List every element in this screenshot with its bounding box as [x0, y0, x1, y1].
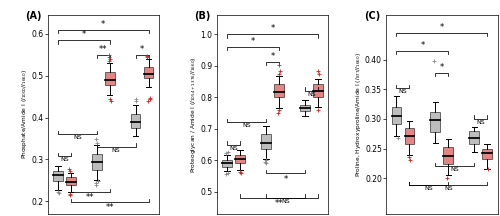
Bar: [144, 67, 154, 78]
Text: NS: NS: [398, 89, 407, 94]
Text: (B): (B): [194, 11, 211, 21]
Bar: [274, 84, 284, 97]
Bar: [300, 105, 310, 111]
Text: NS: NS: [73, 135, 82, 140]
Bar: [92, 154, 102, 170]
Y-axis label: Proline, Hydroxyproline/Amide I ($I_{877}/I_{1660}$): Proline, Hydroxyproline/Amide I ($I_{877…: [354, 52, 363, 177]
Text: NS: NS: [444, 186, 452, 191]
Text: NS: NS: [307, 92, 316, 97]
Text: **: **: [106, 203, 114, 212]
Bar: [261, 134, 271, 149]
Bar: [130, 114, 140, 128]
Bar: [392, 107, 402, 124]
Text: NS: NS: [230, 146, 238, 151]
Text: NS: NS: [112, 148, 120, 153]
Text: *: *: [440, 63, 444, 71]
Text: *: *: [420, 41, 424, 50]
Text: *: *: [140, 45, 144, 54]
Bar: [404, 128, 414, 144]
Bar: [236, 154, 245, 163]
Text: *: *: [82, 30, 86, 39]
Text: *: *: [284, 175, 288, 184]
Text: **: **: [86, 193, 94, 202]
Text: NS: NS: [60, 157, 68, 162]
Bar: [105, 71, 115, 85]
Text: *: *: [270, 52, 274, 61]
Text: NS: NS: [476, 120, 485, 125]
Bar: [470, 131, 479, 144]
Text: (A): (A): [25, 11, 42, 21]
Text: *: *: [101, 20, 105, 29]
Bar: [430, 112, 440, 132]
Bar: [313, 84, 322, 97]
Text: NS: NS: [450, 167, 459, 172]
Bar: [482, 149, 492, 159]
Bar: [444, 147, 453, 164]
Text: *: *: [270, 24, 274, 33]
Text: **: **: [99, 45, 108, 54]
Bar: [222, 160, 232, 167]
Text: **: **: [274, 199, 283, 208]
Text: NS: NS: [281, 199, 290, 204]
Text: *: *: [440, 23, 444, 32]
Y-axis label: Phosphate/Amide I ($I_{1000}/I_{1660}$): Phosphate/Amide I ($I_{1000}/I_{1660}$): [20, 70, 29, 159]
Text: NS: NS: [424, 186, 433, 191]
Bar: [66, 177, 76, 185]
Text: (C): (C): [364, 11, 380, 21]
Text: *: *: [251, 37, 255, 46]
Y-axis label: Proteoglycan / Amide I ($I_{1054+1376}/I_{1660}$): Proteoglycan / Amide I ($I_{1054+1376}/I…: [190, 56, 198, 173]
Bar: [53, 171, 62, 181]
Text: NS: NS: [242, 123, 251, 129]
